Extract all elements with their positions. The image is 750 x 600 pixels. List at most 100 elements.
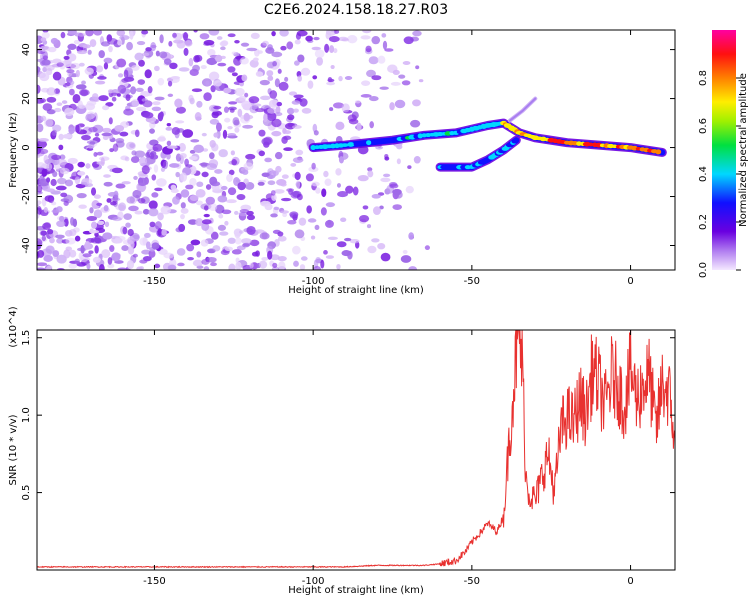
noise-speckle [81, 80, 86, 85]
noise-speckle [286, 188, 295, 192]
noise-speckle [62, 133, 73, 139]
noise-speckle [38, 138, 49, 142]
noise-speckle [85, 163, 91, 169]
noise-speckle [80, 244, 85, 254]
noise-speckle [145, 47, 152, 52]
noise-speckle [37, 98, 45, 104]
noise-speckle [273, 206, 280, 211]
noise-speckle [170, 75, 181, 80]
noise-speckle [112, 143, 119, 152]
noise-speckle [246, 47, 258, 52]
noise-speckle [87, 143, 95, 149]
noise-speckle [277, 235, 287, 242]
noise-speckle [58, 133, 64, 141]
noise-speckle [57, 177, 67, 185]
noise-speckle [85, 103, 96, 111]
noise-speckle [64, 107, 75, 117]
noise-speckle [117, 73, 124, 78]
noise-speckle [408, 232, 415, 240]
noise-speckle [149, 152, 155, 160]
noise-speckle [287, 114, 295, 121]
noise-speckle [206, 163, 218, 170]
noise-speckle [292, 125, 302, 129]
noise-speckle [261, 172, 270, 178]
signal-blob [366, 140, 372, 146]
noise-speckle [109, 245, 115, 252]
noise-speckle [78, 204, 87, 209]
noise-speckle [294, 39, 301, 45]
noise-speckle [253, 57, 259, 62]
noise-speckle [139, 237, 148, 246]
snr-frame [36, 329, 676, 571]
noise-speckle [401, 80, 411, 86]
noise-speckle [121, 245, 129, 252]
noise-speckle [257, 50, 263, 54]
colorbar-tick-label: 0.2 [698, 214, 709, 230]
noise-speckle [168, 163, 180, 168]
noise-speckle [201, 219, 212, 225]
noise-speckle [146, 92, 153, 97]
noise-speckle [283, 147, 293, 151]
noise-speckle [365, 45, 372, 53]
noise-speckle [234, 237, 242, 245]
noise-speckle [205, 196, 216, 205]
noise-speckle [93, 30, 103, 36]
noise-speckle [336, 263, 341, 270]
noise-speckle [88, 126, 98, 133]
noise-speckle [94, 232, 99, 237]
noise-speckle [37, 250, 45, 258]
noise-speckle [148, 200, 158, 210]
noise-speckle [171, 127, 181, 135]
noise-speckle [274, 78, 280, 88]
noise-speckle [260, 200, 271, 207]
signal-blob [359, 140, 367, 146]
noise-speckle [313, 266, 321, 270]
noise-speckle [184, 39, 193, 47]
noise-speckle [190, 239, 201, 246]
noise-speckle [160, 159, 167, 168]
signal-blob [445, 164, 451, 170]
colorbar-gradient [712, 30, 736, 270]
noise-speckle [145, 241, 151, 250]
noise-speckle [260, 95, 271, 101]
noise-speckle [234, 232, 241, 239]
noise-speckle [134, 150, 146, 158]
noise-speckle [42, 103, 53, 111]
noise-speckle [196, 181, 204, 188]
noise-speckle [106, 37, 118, 45]
noise-speckle [148, 208, 159, 217]
noise-speckle [101, 132, 112, 137]
noise-speckle [100, 157, 105, 167]
noise-speckle [224, 220, 229, 226]
noise-speckle [89, 207, 94, 214]
noise-speckle [126, 41, 133, 51]
noise-speckle [300, 256, 308, 261]
noise-speckle [180, 172, 188, 182]
noise-speckle [295, 180, 301, 189]
noise-speckle [357, 174, 369, 182]
noise-speckle [389, 183, 399, 189]
noise-speckle [409, 119, 421, 128]
noise-speckle [272, 61, 277, 67]
noise-speckle [315, 257, 321, 262]
noise-speckle [91, 221, 98, 229]
noise-speckle [294, 171, 301, 181]
noise-speckle [292, 157, 304, 163]
noise-speckle [377, 242, 386, 250]
noise-speckle [254, 229, 265, 234]
noise-speckle [132, 189, 142, 199]
noise-speckle [69, 249, 77, 258]
snr-panel: -150 -100 -50 0 0.5 1.0 1.5 Height of straight… [8, 306, 676, 596]
noise-speckle [55, 185, 67, 191]
noise-speckle [203, 205, 209, 211]
noise-speckle [219, 41, 228, 47]
noise-speckle [154, 263, 161, 269]
noise-speckle [41, 31, 50, 39]
noise-speckle [170, 184, 177, 191]
noise-speckle [131, 98, 139, 108]
noise-speckle [263, 113, 268, 123]
noise-speckle [325, 255, 335, 259]
noise-speckle [191, 88, 203, 93]
spectrogram-x-axis-label: Height of straight line (km) [288, 285, 424, 296]
noise-speckle [183, 47, 189, 56]
